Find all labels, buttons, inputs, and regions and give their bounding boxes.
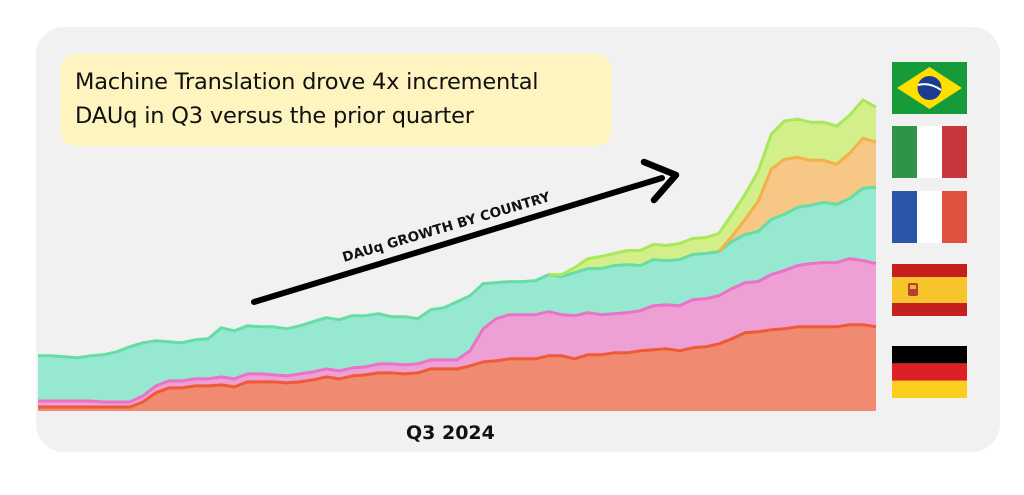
- area-italy: [38, 138, 876, 358]
- italy-flag-icon: [892, 126, 967, 178]
- area-france: [38, 187, 876, 402]
- area-germany: [38, 324, 876, 411]
- series-areas: [38, 100, 876, 411]
- headline-line-1: Machine Translation drove 4x incremental: [75, 69, 539, 95]
- france-flag-icon: [892, 191, 967, 243]
- x-axis-label: Q3 2024: [406, 422, 495, 444]
- line-france: [38, 185, 877, 360]
- germany-flag-icon: [892, 346, 967, 398]
- line-spain: [38, 257, 877, 404]
- line-italy: [717, 136, 877, 253]
- line-brazil: [548, 98, 877, 277]
- headline-line-2: DAUq in Q3 versus the prior quarter: [75, 103, 474, 129]
- area-spain: [38, 258, 876, 407]
- area-brazil: [38, 100, 876, 358]
- headline-box: Machine Translation drove 4x incremental…: [60, 54, 612, 146]
- trend-arrow: [251, 158, 680, 305]
- line-germany: [38, 323, 877, 409]
- trend-annotation: DAUq GROWTH BY COUNTRY: [341, 189, 553, 266]
- spain-flag-icon: [892, 264, 967, 316]
- brazil-flag-icon: [892, 62, 967, 114]
- headline: Machine Translation drove 4x incremental…: [75, 65, 598, 133]
- series-lines: [38, 98, 877, 409]
